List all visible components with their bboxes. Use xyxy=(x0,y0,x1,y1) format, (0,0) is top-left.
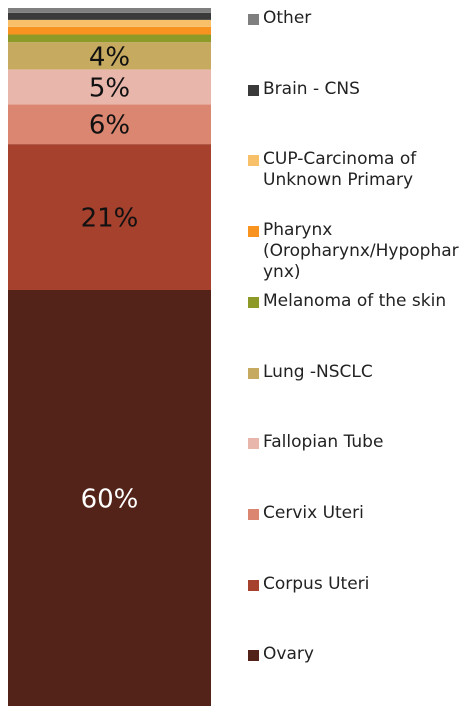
legend-item: Ovary xyxy=(248,644,460,665)
bar-segment xyxy=(8,144,211,290)
legend-label: Melanoma of the skin xyxy=(263,290,447,311)
legend-label: Ovary xyxy=(263,644,314,665)
bar-segment xyxy=(8,34,211,43)
legend-item: Cervix Uteri xyxy=(248,503,460,524)
legend-swatch xyxy=(248,226,259,238)
legend-item: Fallopian Tube xyxy=(248,432,460,453)
data-label: 6% xyxy=(89,111,130,141)
legend-label: Fallopian Tube xyxy=(263,432,384,453)
bar-segment xyxy=(8,289,211,706)
legend-swatch xyxy=(248,84,259,96)
data-label: 60% xyxy=(81,484,139,514)
bar-segment xyxy=(8,42,211,70)
legend-label: Cervix Uteri xyxy=(263,502,364,523)
legend-item: Corpus Uteri xyxy=(248,574,460,595)
legend-item: Pharynx (Oropharynx/Hypopharynx) xyxy=(248,220,460,283)
bar-segment xyxy=(8,12,211,20)
bar-segment xyxy=(8,69,211,105)
legend-label: CUP-Carcinoma of Unknown Primary xyxy=(263,149,417,191)
legend-item: Brain - CNS xyxy=(248,79,460,100)
bar-segment xyxy=(8,104,211,145)
legend-swatch xyxy=(248,508,259,520)
legend-swatch xyxy=(248,155,259,167)
legend-swatch xyxy=(248,14,259,25)
legend-label: Other xyxy=(263,8,312,28)
data-label: 5% xyxy=(89,73,130,103)
bar-segment xyxy=(8,19,211,27)
legend-swatch xyxy=(248,438,259,450)
legend-label: Pharynx (Oropharynx/Hypopharynx) xyxy=(263,220,459,283)
bar-segment xyxy=(8,26,211,35)
legend-item: Lung -NSCLC xyxy=(248,362,460,383)
legend-swatch xyxy=(248,579,259,591)
legend-swatch xyxy=(248,296,259,308)
data-label: 21% xyxy=(81,204,139,234)
bar-segment xyxy=(8,8,211,13)
legend-swatch xyxy=(248,650,259,662)
legend-label: Corpus Uteri xyxy=(263,573,370,594)
legend-swatch xyxy=(248,367,259,379)
legend-item: Other xyxy=(248,8,460,29)
data-label: 4% xyxy=(89,42,130,72)
legend-label: Brain - CNS xyxy=(263,78,360,99)
legend-item: CUP-Carcinoma of Unknown Primary xyxy=(248,149,460,191)
legend-label: Lung -NSCLC xyxy=(263,361,373,382)
plot: 60% 21% 6% 5%4% xyxy=(8,8,211,706)
legend-item: Melanoma of the skin xyxy=(248,291,460,312)
